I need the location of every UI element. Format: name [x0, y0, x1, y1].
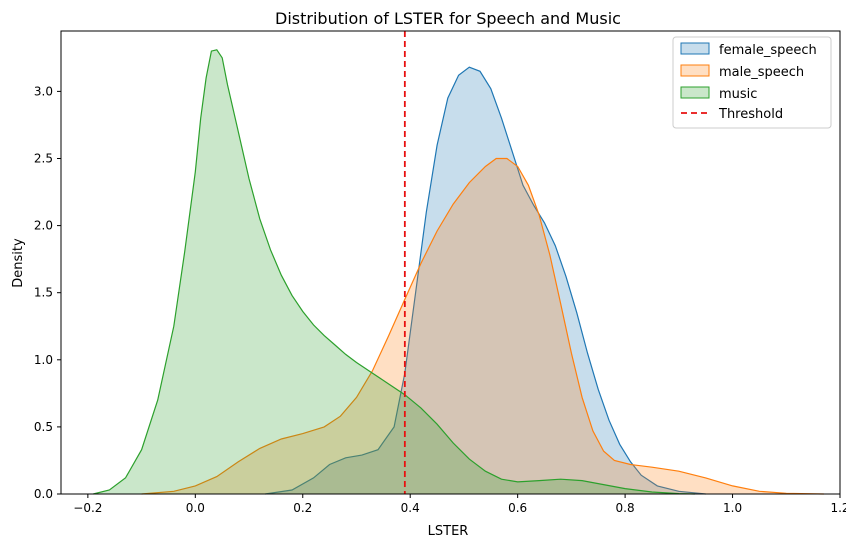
x-tick-label: −0.2 — [73, 501, 102, 515]
y-axis-label: Density — [11, 238, 26, 288]
x-tick-label: 0.4 — [401, 501, 420, 515]
plot-area — [93, 31, 824, 495]
area-male-speech — [141, 158, 824, 494]
curve-female-speech — [265, 66, 706, 495]
curve-music — [93, 49, 695, 495]
x-axis: −0.2 0.0 0.2 0.4 0.6 0.8 1.0 1.2 — [73, 494, 846, 515]
x-tick-label: 0.6 — [508, 501, 527, 515]
series-layer — [93, 49, 824, 495]
chart-title: Distribution of LSTER for Speech and Mus… — [275, 9, 621, 28]
x-tick-label: 1.2 — [830, 501, 846, 515]
x-tick-label: 0.8 — [616, 501, 635, 515]
y-tick-label: 3.0 — [34, 84, 53, 98]
curve-male-speech — [141, 157, 824, 495]
y-tick-label: 2.5 — [34, 151, 53, 165]
legend-swatch-music — [680, 86, 710, 99]
legend-label-threshold: Threshold — [718, 107, 783, 122]
y-axis: 0.0 0.5 1.0 1.5 2.0 2.5 3.0 — [34, 84, 61, 501]
legend-label-female-speech: female_speech — [719, 43, 817, 58]
y-tick-label: 0.0 — [34, 487, 53, 501]
y-tick-label: 1.0 — [34, 353, 53, 367]
legend: female_speech male_speech music Threshol… — [672, 36, 832, 129]
area-female-speech — [265, 67, 706, 494]
area-music — [93, 49, 695, 495]
x-axis-label: LSTER — [428, 524, 469, 539]
legend-label-male-speech: male_speech — [719, 65, 804, 80]
y-tick-label: 2.0 — [34, 219, 53, 233]
legend-swatch-female-speech — [680, 42, 710, 55]
x-tick-label: 1.0 — [723, 501, 742, 515]
y-tick-label: 1.5 — [34, 286, 53, 300]
x-tick-label: 0.0 — [186, 501, 205, 515]
x-tick-label: 0.2 — [293, 501, 312, 515]
legend-label-music: music — [719, 87, 757, 102]
plot-frame — [60, 30, 841, 495]
legend-box — [672, 36, 832, 129]
y-tick-label: 0.5 — [34, 420, 53, 434]
legend-swatch-male-speech — [680, 64, 710, 77]
